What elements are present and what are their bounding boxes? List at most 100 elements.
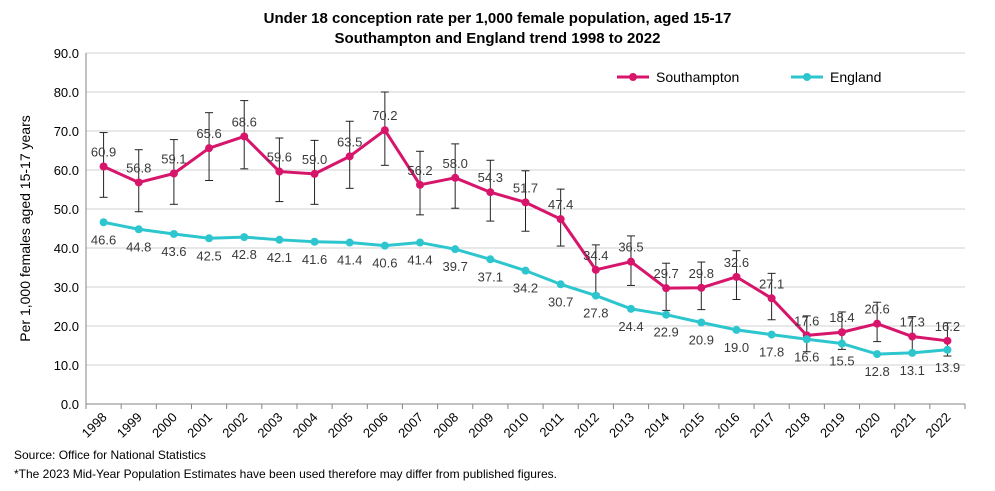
data-point-southampton — [767, 294, 776, 303]
data-point-southampton — [908, 332, 917, 341]
y-tick-label: 80.0 — [54, 85, 79, 100]
data-label-england: 42.1 — [267, 250, 292, 265]
data-label-england: 17.8 — [759, 345, 784, 360]
legend-label: Southampton — [656, 69, 739, 85]
data-label-southampton: 56.8 — [126, 160, 151, 175]
data-label-southampton: 16.2 — [935, 319, 960, 334]
data-label-england: 30.7 — [548, 294, 573, 309]
data-point-england — [662, 310, 671, 319]
data-label-southampton: 70.2 — [372, 108, 397, 123]
data-point-southampton — [99, 162, 108, 171]
data-label-england: 41.4 — [337, 253, 362, 268]
data-label-southampton: 17.3 — [900, 315, 925, 330]
x-tick-label: 2005 — [325, 410, 356, 441]
data-label-southampton: 32.6 — [724, 255, 749, 270]
data-point-southampton — [591, 265, 600, 274]
chart-subtitle: Southampton and England trend 1998 to 20… — [334, 30, 661, 47]
data-point-england — [486, 255, 495, 264]
data-point-southampton — [380, 126, 389, 135]
x-tick-label: 2011 — [536, 410, 566, 440]
x-tick-label: 2018 — [782, 410, 813, 441]
data-label-england: 34.2 — [513, 281, 538, 296]
data-label-england: 27.8 — [583, 306, 608, 321]
data-point-southampton — [451, 173, 460, 182]
data-point-england — [451, 245, 460, 254]
data-point-england — [626, 304, 635, 313]
y-tick-label: 0.0 — [61, 397, 79, 412]
y-tick-label: 50.0 — [54, 202, 79, 217]
series-line-southampton — [102, 128, 948, 343]
legend-swatch-marker — [803, 73, 811, 81]
data-label-england: 44.8 — [126, 239, 151, 254]
data-point-england — [697, 318, 706, 327]
x-tick-label: 2022 — [922, 410, 953, 441]
y-axis-title: Per 1,000 females aged 15-17 years — [17, 115, 33, 341]
footnote: *The 2023 Mid-Year Population Estimates … — [14, 467, 557, 481]
data-point-southampton — [205, 144, 214, 153]
x-tick-label: 2000 — [149, 410, 180, 441]
x-tick-label: 2021 — [887, 410, 918, 441]
x-tick-label: 2017 — [747, 410, 778, 441]
x-tick-label: 2015 — [676, 410, 707, 441]
x-tick-label: 2020 — [852, 410, 883, 441]
data-label-southampton: 63.5 — [337, 134, 362, 149]
y-tick-label: 40.0 — [54, 241, 79, 256]
data-point-england — [732, 325, 741, 334]
data-point-england — [837, 339, 846, 348]
x-tick-label: 2012 — [571, 410, 602, 441]
data-label-southampton: 29.8 — [689, 266, 714, 281]
data-point-england — [169, 229, 178, 238]
data-point-southampton — [732, 272, 741, 281]
data-label-england: 40.6 — [372, 256, 397, 271]
x-tick-label: 2010 — [501, 410, 532, 441]
x-tick-label: 2002 — [219, 410, 250, 441]
data-point-england — [134, 225, 143, 234]
x-tick-label: 2007 — [395, 410, 426, 441]
chart-title-block: Under 18 conception rate per 1,000 femal… — [0, 9, 995, 49]
x-tick-label: 2001 — [184, 410, 215, 441]
data-label-england: 12.8 — [864, 364, 889, 379]
data-point-england — [591, 291, 600, 300]
y-tick-label: 60.0 — [54, 163, 79, 178]
x-tick-label: 2013 — [606, 410, 637, 441]
data-label-england: 16.6 — [794, 349, 819, 364]
y-tick-label: 90.0 — [54, 46, 79, 61]
data-label-southampton: 58.0 — [443, 156, 468, 171]
y-tick-label: 70.0 — [54, 124, 79, 139]
data-label-england: 15.5 — [829, 354, 854, 369]
y-tick-label: 10.0 — [54, 358, 79, 373]
y-tick-label: 30.0 — [54, 280, 79, 295]
data-label-england: 42.5 — [196, 248, 221, 263]
x-tick-label: 2003 — [254, 410, 285, 441]
data-point-southampton — [873, 319, 882, 328]
data-label-southampton: 27.1 — [759, 276, 784, 291]
data-point-southampton — [134, 178, 143, 187]
data-point-southampton — [662, 284, 671, 293]
data-point-england — [908, 348, 917, 357]
data-label-england: 42.8 — [232, 247, 257, 262]
data-label-southampton: 59.1 — [161, 152, 186, 167]
data-point-england — [240, 233, 249, 242]
data-point-southampton — [275, 167, 284, 176]
data-point-southampton — [626, 257, 635, 266]
data-label-southampton: 68.6 — [232, 114, 257, 129]
data-label-southampton: 59.0 — [302, 152, 327, 167]
data-point-southampton — [416, 180, 425, 189]
x-tick-label: 2008 — [430, 410, 461, 441]
data-point-england — [556, 280, 565, 289]
data-label-southampton: 59.6 — [267, 150, 292, 165]
x-tick-label: 2016 — [712, 410, 743, 441]
data-point-england — [802, 335, 811, 344]
data-label-southampton: 18.4 — [829, 310, 854, 325]
data-point-england — [767, 330, 776, 339]
data-label-england: 20.9 — [689, 332, 714, 347]
data-label-england: 41.6 — [302, 252, 327, 267]
data-label-england: 37.1 — [478, 269, 503, 284]
x-tick-label: 2009 — [465, 410, 496, 441]
x-tick-label: 1999 — [114, 410, 145, 441]
data-label-england: 41.4 — [407, 253, 432, 268]
data-point-southampton — [837, 328, 846, 337]
legend-swatch-marker — [629, 73, 637, 81]
data-label-southampton: 56.2 — [407, 163, 432, 178]
